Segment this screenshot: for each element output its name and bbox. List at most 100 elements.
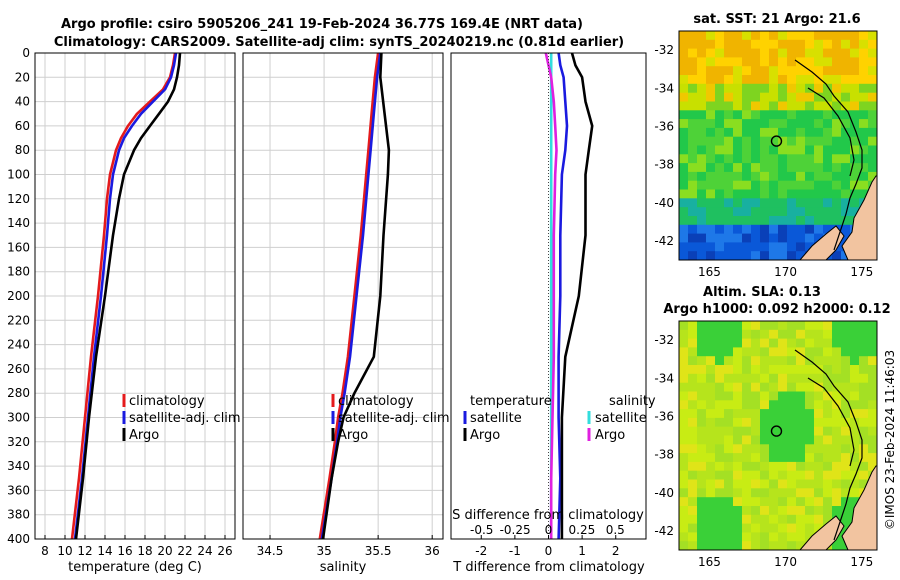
map-cell — [679, 189, 689, 199]
map-cell — [724, 180, 734, 191]
map-cell — [778, 461, 788, 472]
map-cell — [715, 189, 725, 199]
lat-tick-label: -38 — [654, 448, 674, 462]
map-cell — [805, 461, 815, 472]
map-cell — [805, 171, 815, 182]
map-cell — [679, 48, 689, 58]
map-cell — [868, 101, 877, 111]
map-cell — [679, 523, 689, 533]
series-line-climatology — [70, 53, 177, 539]
map-cell — [805, 39, 815, 50]
map-cell — [796, 365, 806, 375]
map-cell — [742, 163, 752, 173]
series-line-climatology — [318, 53, 380, 539]
map-cell — [778, 356, 788, 366]
map-cell — [760, 514, 770, 525]
map-cell — [706, 338, 716, 348]
map-cell — [751, 506, 761, 516]
map-cell — [778, 514, 788, 525]
map-cell — [688, 198, 698, 208]
map-cell — [778, 506, 788, 516]
map-cell — [751, 365, 761, 375]
map-cell — [724, 57, 734, 67]
argo-float-marker — [770, 425, 783, 437]
map-cell — [868, 171, 877, 182]
map-cell — [679, 514, 689, 525]
map-cell — [706, 145, 716, 155]
map-cell — [868, 48, 877, 58]
map-cell — [841, 110, 851, 120]
map-cell — [850, 365, 860, 375]
map-cell — [769, 57, 779, 67]
map-cell — [778, 400, 788, 410]
map-cell — [841, 514, 851, 525]
map-cell — [697, 39, 707, 50]
map-cell — [724, 382, 734, 393]
map-cell — [697, 391, 707, 401]
map-cell — [688, 435, 698, 445]
map-cell — [787, 373, 797, 384]
map-cell — [787, 242, 797, 252]
map-cell — [805, 136, 815, 147]
map-cell — [814, 470, 824, 481]
map-cell — [742, 145, 752, 155]
map-cell — [823, 506, 833, 516]
map-cell — [724, 347, 734, 357]
map-cell — [679, 92, 689, 103]
map-cell — [832, 435, 842, 445]
lat-tick-label: -42 — [654, 234, 674, 248]
map-cell — [868, 356, 877, 366]
map-cell — [733, 365, 743, 375]
map-cell — [733, 338, 743, 348]
map-cell — [850, 83, 860, 94]
map-cell — [805, 523, 815, 533]
map-cell — [706, 207, 716, 217]
map-cell — [688, 417, 698, 428]
map-cell — [751, 532, 761, 542]
map-cell — [706, 435, 716, 445]
map-cell — [841, 523, 851, 533]
s-difference-axis-label: S difference from climatology — [452, 508, 644, 523]
map-cell — [715, 180, 725, 191]
map-cell — [724, 426, 734, 437]
map-cell — [832, 127, 842, 138]
map-cell — [787, 233, 797, 243]
map-cell — [778, 92, 788, 103]
map-cell — [679, 506, 689, 516]
map-cell — [859, 461, 869, 472]
map-cell — [805, 488, 815, 498]
map-cell — [850, 409, 860, 419]
map-cell — [769, 145, 779, 155]
map-cell — [796, 470, 806, 481]
map-cell — [868, 435, 877, 445]
x-tick-label: 14 — [97, 544, 112, 558]
lon-tick-label: 170 — [774, 265, 797, 279]
y-tick-label: 360 — [7, 483, 30, 497]
map-cell — [850, 119, 860, 129]
map-cell — [760, 444, 770, 454]
map-cell — [796, 163, 806, 173]
map-cell — [742, 338, 752, 348]
map-cell — [760, 338, 770, 348]
map-cell — [688, 224, 698, 235]
map-cell — [724, 83, 734, 94]
map-cell — [823, 470, 833, 481]
map-cell — [850, 426, 860, 437]
map-cell — [751, 207, 761, 217]
map-cell — [733, 101, 743, 111]
map-cell — [769, 189, 779, 199]
map-cell — [832, 180, 842, 191]
map-cell — [697, 329, 707, 340]
map-cell — [688, 488, 698, 498]
map-cell — [715, 497, 725, 507]
map-cell — [814, 171, 824, 182]
map-cell — [778, 127, 788, 138]
map-cell — [724, 224, 734, 235]
map-cell — [868, 31, 877, 41]
map-cell — [823, 514, 833, 525]
map-cell — [832, 207, 842, 217]
map-cell — [796, 216, 806, 226]
map-cell — [751, 127, 761, 138]
map-cell — [850, 163, 860, 173]
map-cell — [778, 224, 788, 235]
